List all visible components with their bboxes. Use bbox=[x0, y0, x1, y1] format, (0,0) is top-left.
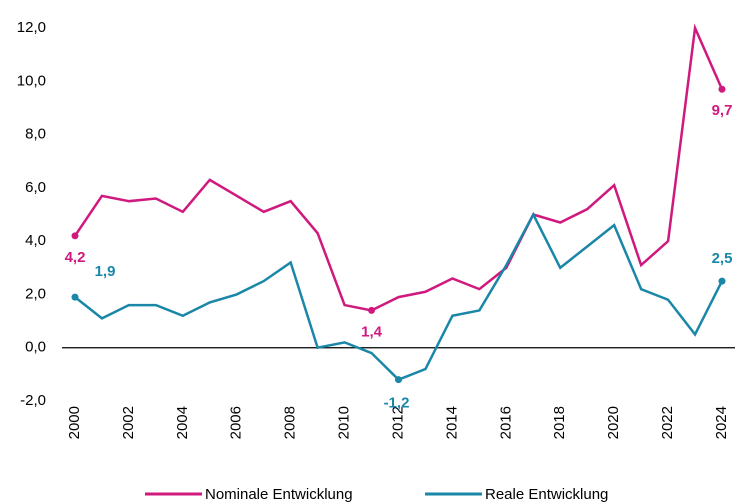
x-tick-label: 2016 bbox=[497, 406, 514, 439]
point-marker bbox=[395, 376, 402, 384]
data-label: 1,9 bbox=[95, 263, 116, 280]
x-tick-label: 2022 bbox=[659, 406, 676, 439]
y-tick-label: -2,0 bbox=[20, 392, 46, 409]
point-marker bbox=[71, 293, 79, 301]
x-tick-label: 2018 bbox=[551, 406, 568, 439]
x-tick-label: 2014 bbox=[443, 406, 460, 439]
y-tick-label: 6,0 bbox=[25, 179, 46, 196]
y-tick-label: 0,0 bbox=[25, 339, 46, 356]
y-tick-label: 8,0 bbox=[25, 126, 46, 143]
point-marker bbox=[718, 85, 726, 93]
point-marker bbox=[71, 232, 79, 240]
legend-label: Reale Entwicklung bbox=[485, 486, 608, 503]
x-tick-label: 2006 bbox=[228, 406, 245, 439]
y-tick-label: 12,0 bbox=[17, 19, 46, 36]
series-line bbox=[73, 23, 724, 312]
y-tick-label: 2,0 bbox=[25, 285, 46, 302]
x-tick-label: 2010 bbox=[336, 406, 353, 439]
legend-label: Nominale Entwicklung bbox=[205, 486, 353, 503]
data-label: 2,5 bbox=[712, 250, 733, 267]
data-label: 4,2 bbox=[65, 249, 86, 266]
y-tick-label: 10,0 bbox=[17, 72, 46, 89]
point-marker bbox=[368, 306, 376, 314]
x-tick-label: 2008 bbox=[282, 406, 299, 439]
data-label: -1,2 bbox=[384, 395, 410, 412]
x-tick-label: 2004 bbox=[174, 406, 191, 439]
point-marker bbox=[718, 277, 726, 285]
x-tick-label: 2002 bbox=[120, 406, 137, 439]
x-tick-label: 2024 bbox=[713, 406, 730, 439]
y-tick-label: 4,0 bbox=[25, 232, 46, 249]
data-label: 9,7 bbox=[712, 102, 733, 119]
x-tick-label: 2012 bbox=[389, 406, 406, 439]
data-label: 1,4 bbox=[361, 323, 383, 340]
x-tick-label: 2000 bbox=[66, 406, 83, 439]
x-tick-label: 2020 bbox=[605, 406, 622, 439]
